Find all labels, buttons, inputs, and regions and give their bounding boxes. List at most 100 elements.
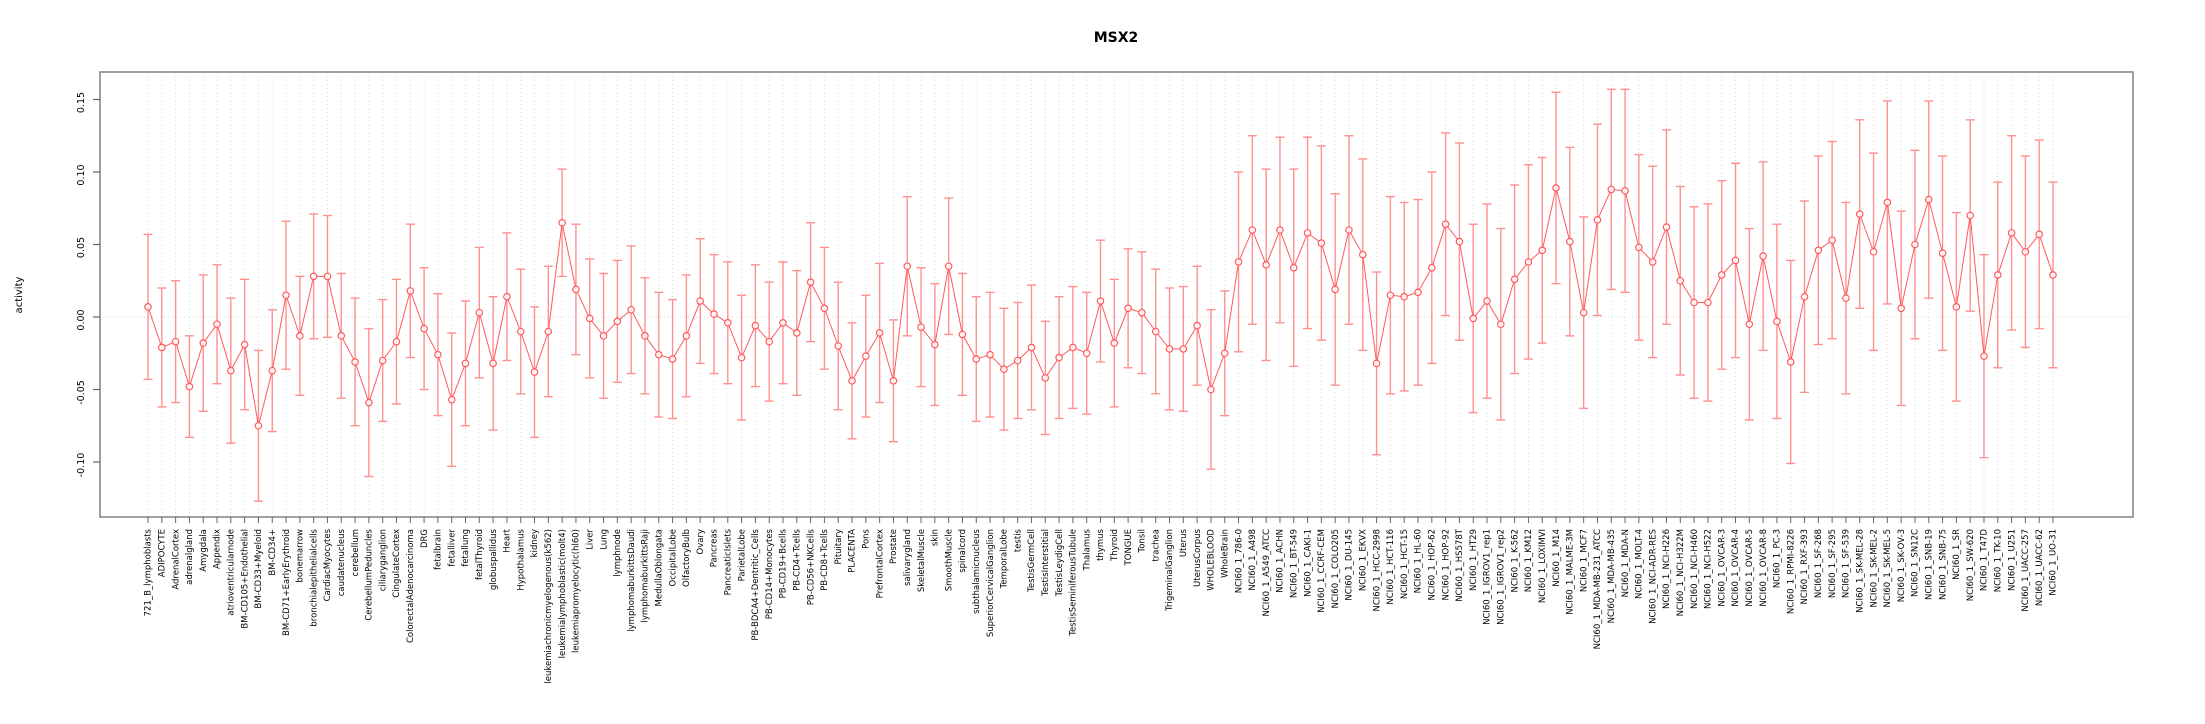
x-category-label: NCI60_1_SK-OV-3 (1897, 529, 1907, 602)
x-category-label: NCI60_1_SNB-19 (1924, 529, 1934, 600)
x-category-label: lymphnode (613, 529, 623, 577)
x-category-label: testis (1013, 528, 1023, 552)
data-point (1193, 321, 1201, 330)
x-category-label: NCI60_1_HL-60 (1414, 529, 1424, 593)
x-category-label: kidney (530, 529, 540, 557)
y-tick-label: -0.05 (76, 380, 87, 405)
data-point (309, 272, 318, 281)
x-category-label: NCI60_1_SF-268 (1814, 529, 1824, 598)
x-category-label: NCI60_1_SF-539 (1842, 529, 1852, 598)
data-point (1648, 258, 1657, 266)
data-point (475, 308, 484, 317)
data-point (351, 358, 359, 366)
chart-title: MSX2 (1094, 30, 1139, 46)
data-point (254, 421, 263, 430)
data-point (296, 332, 304, 340)
data-point (1483, 297, 1491, 305)
data-point (1966, 211, 1974, 220)
x-category-label: Ovary (696, 529, 706, 554)
data-point (834, 342, 843, 350)
x-category-label: NCI60_1_K-562 (1510, 529, 1520, 593)
data-point (516, 327, 525, 336)
data-point (1497, 320, 1505, 329)
x-category-label: BM-CD34+ (268, 529, 278, 576)
x-category-label: NCI60_1_T47D (1980, 529, 1990, 592)
data-point (1980, 352, 1988, 360)
data-point (1690, 298, 1698, 307)
data-point (737, 353, 746, 362)
x-category-label: NCI60_1_DU-145 (1345, 529, 1355, 601)
data-point (337, 332, 346, 340)
y-tick-label: 0.00 (76, 309, 87, 330)
x-category-label: BM-CD33+Myeloid (254, 529, 264, 609)
data-point (862, 352, 870, 360)
x-category-label: DRG (420, 529, 430, 548)
x-category-label: leukemiachronicmyelogenous(k562) (544, 529, 554, 684)
x-category-label: NCI60_1_MDA-N (1621, 529, 1631, 597)
x-category-label: NCI60_1_M14 (1552, 529, 1562, 587)
y-tick-label: 0.15 (76, 92, 87, 113)
x-category-label: bronchialepithelialcells (309, 528, 319, 626)
x-category-label: Pons (862, 528, 872, 548)
data-point (903, 262, 912, 271)
data-point (696, 297, 704, 305)
data-point (1138, 308, 1146, 317)
x-category-label: Appendix (213, 529, 223, 569)
x-category-label: NCI60_1_A498 (1248, 529, 1258, 591)
x-category-label: NCI60_1_COLO205 (1331, 529, 1341, 609)
data-point (1593, 216, 1602, 224)
x-category-label: SmoothMuscle (944, 529, 954, 591)
data-point (268, 366, 277, 375)
x-category-label: Liver (585, 529, 595, 550)
x-category-label: ciliaryganglion (378, 529, 388, 591)
x-category-label: ParietalLobe (737, 529, 747, 581)
x-category-label: caudatenucleus (337, 528, 347, 596)
x-category-label: cerebellum (351, 529, 361, 576)
x-category-label: NCI60_1_MALME-3M (1566, 529, 1576, 615)
data-point (682, 332, 691, 340)
x-category-label: TONGUE (1124, 529, 1134, 566)
x-category-label: NCI60_1_IGROV1_rep1 (1483, 529, 1493, 625)
x-category-label: NCI60_1_SF-295 (1828, 529, 1838, 598)
data-point (1124, 304, 1132, 313)
x-category-label: globuspallidus (489, 528, 499, 590)
x-category-label: NCI60_1_RPMI-8226 (1786, 529, 1796, 614)
x-category-label: NCI60_1_NCI-ADR-RES (1648, 529, 1658, 624)
x-category-label: subthalamicnucleus (972, 528, 982, 613)
data-point (1911, 240, 1919, 249)
data-point (1773, 317, 1781, 326)
x-category-label: NCI60_1_A549_ATCC (1262, 529, 1272, 617)
data-point (1731, 256, 1740, 265)
x-category-label: Thyroid (1110, 529, 1120, 562)
y-tick-label: 0.10 (76, 164, 87, 185)
data-point (185, 382, 194, 391)
x-category-label: PB-CD8+Tcells (820, 528, 830, 590)
y-tick-label: 0.05 (76, 237, 87, 258)
x-category-label: NCI60_1_ACHN (1276, 529, 1286, 593)
x-category-label: PB-CD56+NKCells (806, 528, 816, 605)
data-point (1248, 226, 1257, 234)
data-point (1842, 294, 1850, 302)
x-category-label: NCI60_1_OVCAR-5 (1745, 529, 1755, 607)
x-category-label: BM-CD105+Endothelial (240, 529, 250, 629)
x-category-label: NCI60_1_OVCAR-4 (1731, 529, 1741, 607)
data-point (1013, 356, 1022, 365)
data-point (1455, 237, 1464, 246)
data-point (1207, 385, 1215, 394)
data-point (793, 329, 801, 337)
x-category-label: atrioventricularnode (227, 529, 237, 616)
data-point (1759, 252, 1767, 260)
data-point (392, 337, 401, 346)
x-category-label: Thalamus (1082, 528, 1092, 571)
data-point (1276, 226, 1284, 234)
x-category-label: trachea (1151, 529, 1161, 562)
x-category-label: Tonsil (1138, 529, 1148, 554)
data-point (1469, 314, 1478, 323)
x-category-label: NCI60_1_U251 (2007, 529, 2017, 591)
x-category-label: bonemarrow (296, 529, 306, 583)
data-point (240, 340, 249, 349)
data-point (1055, 353, 1063, 362)
x-category-label: NCI60_1_NCI-H322M (1676, 529, 1686, 616)
x-category-label: NCI60_1_SN12C (1911, 529, 1921, 597)
